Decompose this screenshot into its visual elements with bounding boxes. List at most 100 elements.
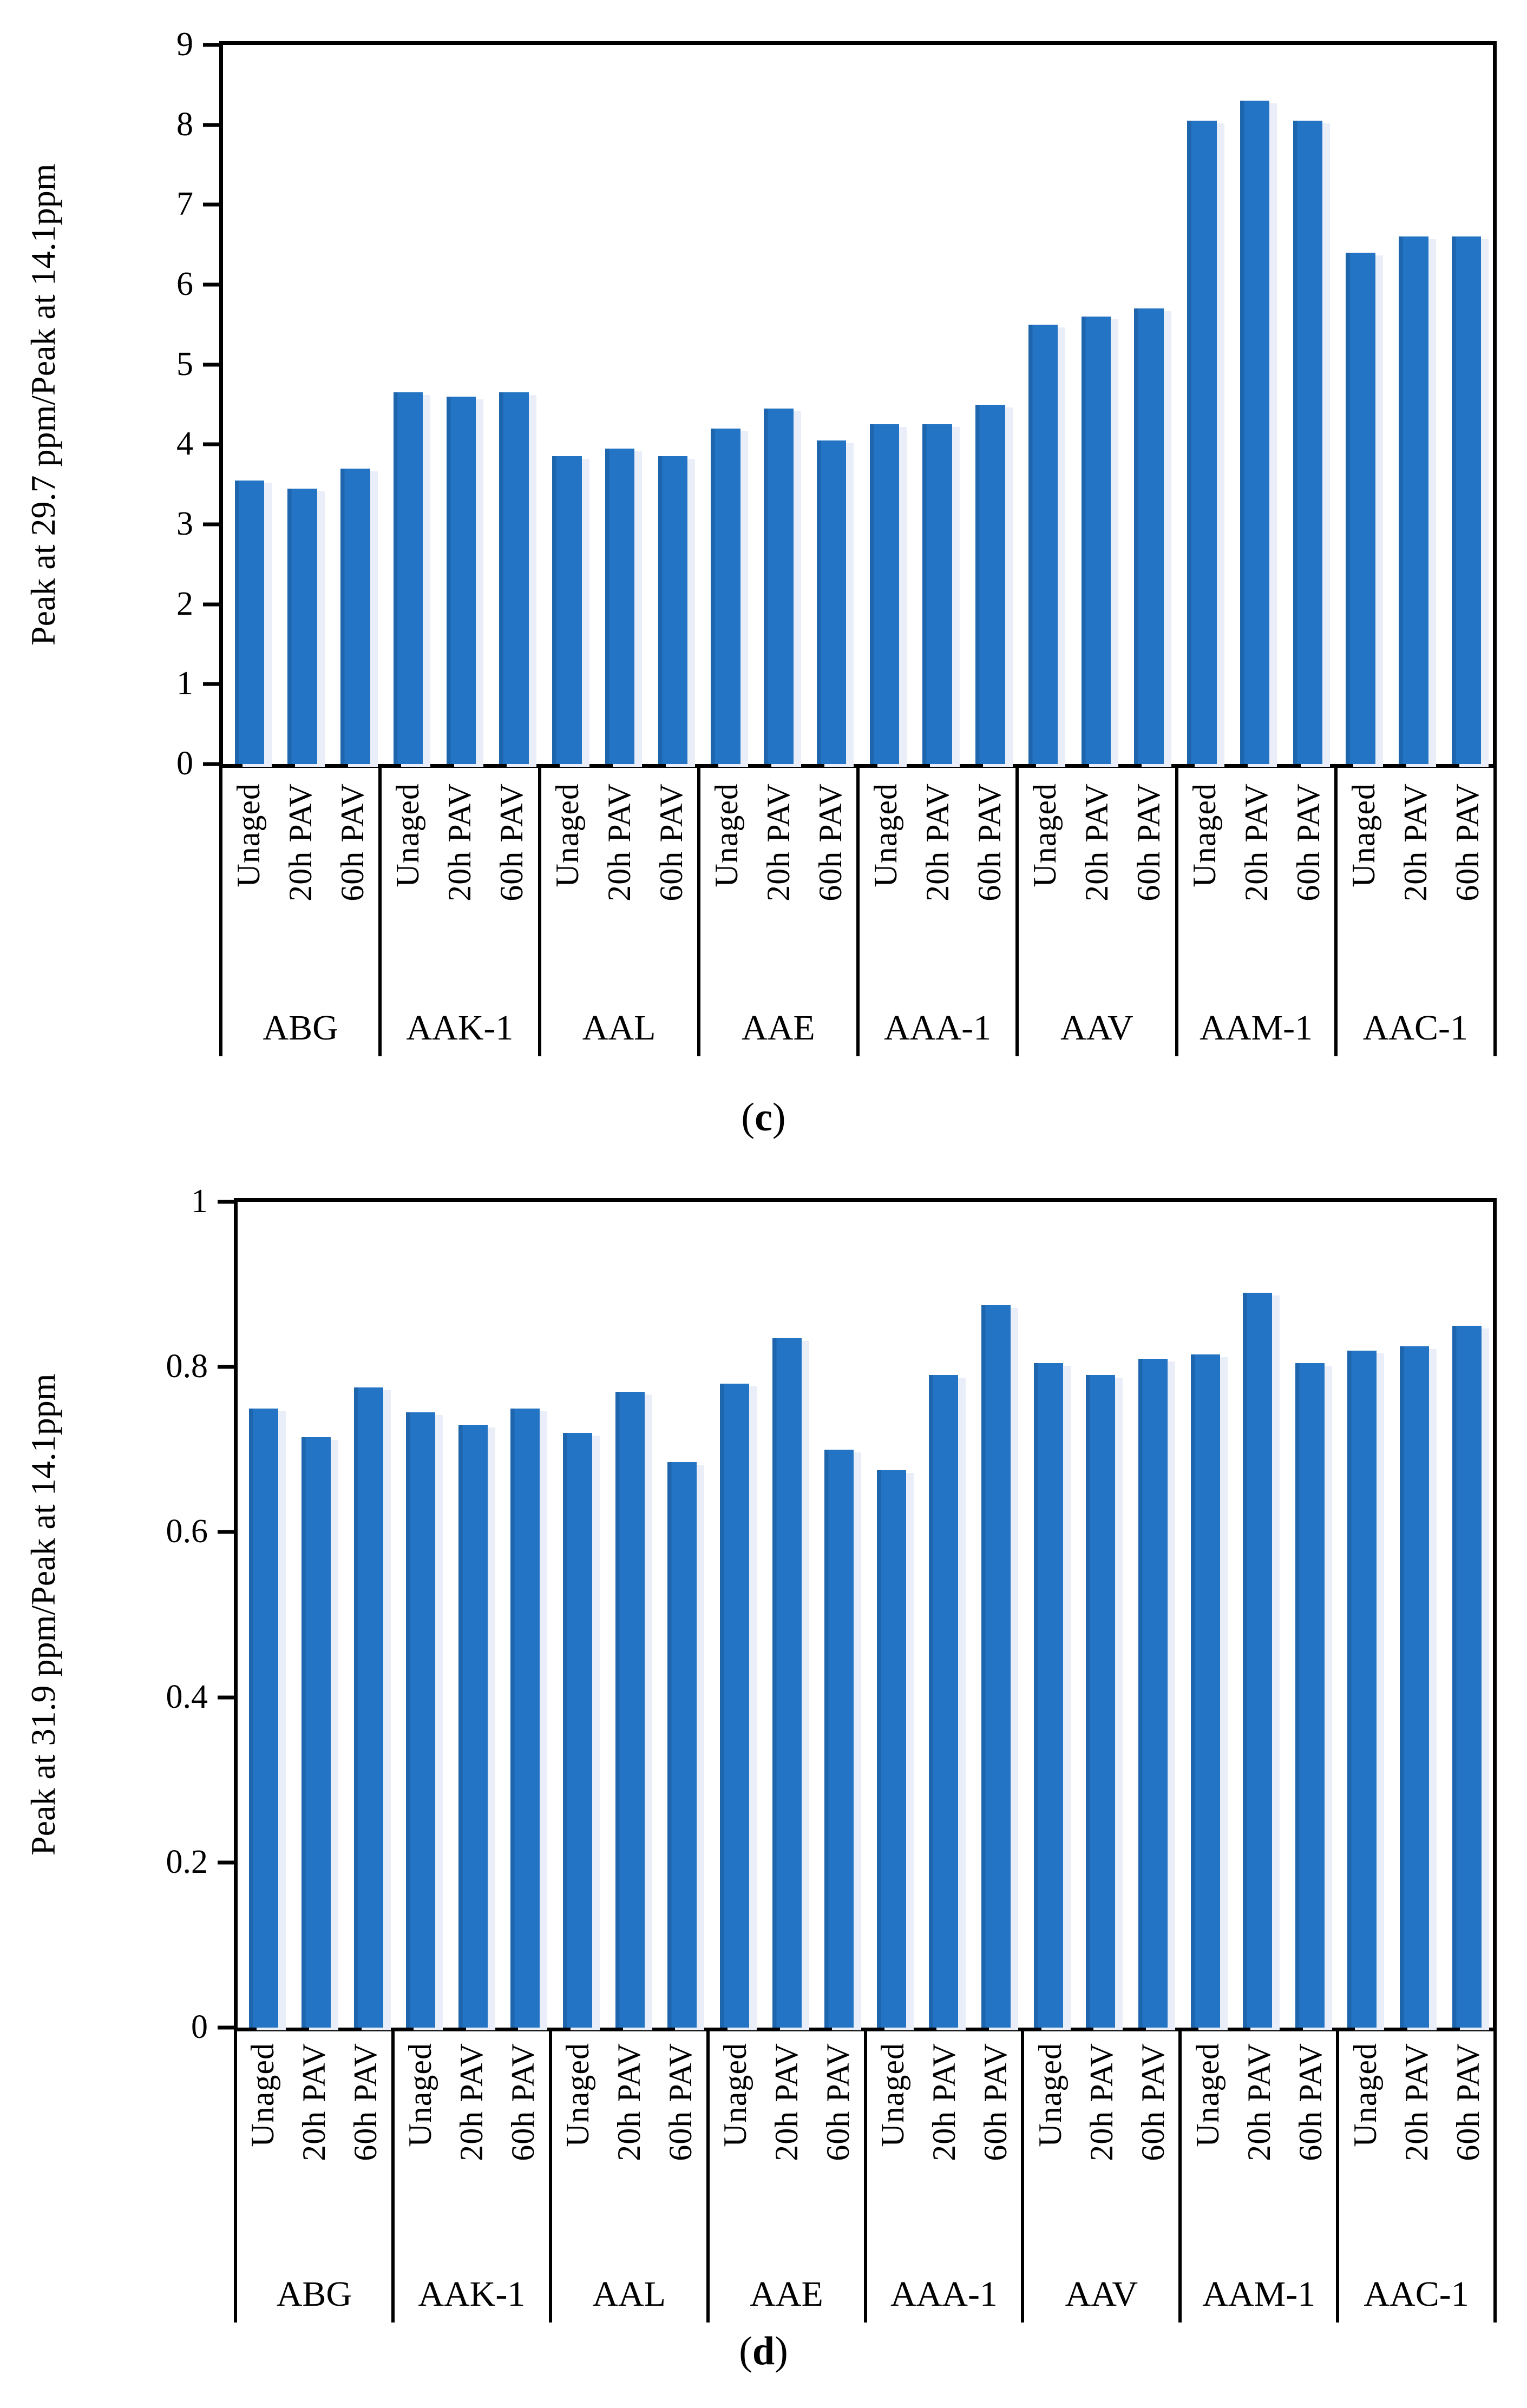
aging-label: 20h PAV bbox=[611, 2043, 647, 2161]
bar-group-aae bbox=[709, 1202, 866, 2028]
bar-aac-1-60h-pav bbox=[1451, 236, 1482, 764]
aging-labels-row: Unaged 20h PAV 60h PAV bbox=[860, 768, 1015, 999]
bar-slot bbox=[752, 45, 805, 764]
bar-slot bbox=[1440, 45, 1493, 764]
aging-label: Unaged bbox=[390, 783, 426, 887]
bar-group-aak-1 bbox=[382, 45, 540, 764]
aging-label: 60h PAV bbox=[812, 783, 848, 902]
y-axis-tick bbox=[203, 442, 219, 446]
aging-label: Unaged bbox=[231, 783, 267, 887]
bar-aav-60h-pav bbox=[1134, 308, 1164, 764]
aging-label: 60h PAV bbox=[1292, 2043, 1328, 2161]
bar-aav-60h-pav bbox=[1138, 1358, 1168, 2028]
bar-slot bbox=[709, 1202, 761, 2028]
y-axis-tick bbox=[218, 1200, 234, 1204]
aging-labels-row: Unaged 20h PAV 60h PAV bbox=[237, 2028, 391, 2266]
aging-label: Unaged bbox=[549, 783, 585, 887]
x-group-cell-aam-1: Unaged 20h PAV 60h PAV AAM-1 bbox=[1175, 768, 1334, 1056]
aging-labels-row: Unaged 20h PAV 60h PAV bbox=[1339, 2028, 1493, 2266]
x-group-cell-aae: Unaged 20h PAV 60h PAV AAE bbox=[706, 2028, 864, 2323]
bar-aam-1-unaged bbox=[1190, 1354, 1220, 2028]
aging-label: 60h PAV bbox=[335, 783, 371, 902]
aging-label: 20h PAV bbox=[1238, 783, 1274, 902]
group-name-label: AAM-1 bbox=[1200, 1008, 1313, 1048]
aging-label: 20h PAV bbox=[926, 2043, 962, 2161]
bar-aac-1-unaged bbox=[1346, 252, 1375, 764]
aging-label: 20h PAV bbox=[920, 783, 956, 902]
bar-slot bbox=[1440, 1202, 1493, 2028]
aging-label: 60h PAV bbox=[972, 783, 1008, 902]
bar-slot bbox=[342, 1202, 395, 2028]
y-axis-tick-label: 0 bbox=[176, 745, 193, 782]
bar-slot bbox=[238, 1202, 290, 2028]
group-name-label: AAL bbox=[582, 1008, 656, 1048]
bar-slot bbox=[1127, 1202, 1179, 2028]
bar-slot bbox=[447, 1202, 500, 2028]
plot-area: 9 8 7 6 5 4 3 2 1 0 bbox=[176, 28, 1497, 780]
bar-abg-20h-pav bbox=[287, 488, 317, 764]
bar-aae-60h-pav bbox=[824, 1449, 854, 2028]
aging-label: 20h PAV bbox=[769, 2043, 805, 2161]
y-axis-tick-label: 1 bbox=[191, 1182, 208, 1220]
x-group-cell-aaa-1: Unaged 20h PAV 60h PAV AAA-1 bbox=[863, 2028, 1021, 2323]
aging-label: 60h PAV bbox=[1290, 783, 1326, 902]
bar-slot bbox=[1334, 45, 1387, 764]
y-axis-tick bbox=[203, 682, 219, 686]
bar-slot bbox=[541, 45, 594, 764]
bar-slot bbox=[1231, 1202, 1284, 2028]
bar-aaa-1-20h-pav bbox=[922, 424, 952, 764]
bar-slot bbox=[911, 45, 964, 764]
bar-aae-20h-pav bbox=[764, 408, 794, 764]
caption-close-paren: ) bbox=[775, 2329, 788, 2373]
aging-label: Unaged bbox=[560, 2043, 596, 2147]
y-axis-title: Peak at 31.9 ppm/Peak at 14.1ppm bbox=[24, 1373, 62, 1856]
caption-open-paren: ( bbox=[739, 2329, 752, 2373]
y-axis-tick-label: 0 bbox=[191, 2008, 208, 2045]
y-axis-tick bbox=[203, 123, 219, 127]
bar-slot bbox=[1336, 1202, 1388, 2028]
panel-caption: (c) bbox=[0, 1097, 1527, 1137]
bar-group-aac-1 bbox=[1334, 45, 1493, 764]
group-name-label: AAE bbox=[750, 2274, 823, 2314]
bar-aac-1-20h-pav bbox=[1400, 1346, 1430, 2028]
bar-slot bbox=[970, 1202, 1023, 2028]
aging-label: Unaged bbox=[402, 2043, 438, 2147]
bar-slot bbox=[1228, 45, 1281, 764]
bar-slot bbox=[1070, 45, 1123, 764]
bar-slot bbox=[290, 1202, 343, 2028]
group-name-label: AAC-1 bbox=[1362, 1008, 1469, 1048]
aging-labels-row: Unaged 20h PAV 60h PAV bbox=[700, 768, 856, 999]
bar-aam-1-20h-pav bbox=[1240, 101, 1270, 764]
bar-slot bbox=[699, 45, 752, 764]
bar-slot bbox=[858, 45, 911, 764]
bar-aak-1-60h-pav bbox=[499, 392, 529, 764]
bar-aav-unaged bbox=[1028, 324, 1058, 764]
bar-aae-60h-pav bbox=[816, 440, 847, 764]
bar-group-aae bbox=[699, 45, 858, 764]
aging-label: Unaged bbox=[874, 2043, 910, 2147]
bar-group-aav bbox=[1022, 1202, 1179, 2028]
aging-label: 60h PAV bbox=[1449, 783, 1485, 902]
bar-aae-unaged bbox=[711, 428, 740, 764]
bar-slot bbox=[813, 1202, 866, 2028]
group-name-label: AAA-1 bbox=[884, 1008, 992, 1048]
group-name-label: ABG bbox=[263, 1008, 338, 1048]
bar-abg-unaged bbox=[234, 480, 265, 764]
y-axis-tick-label: 3 bbox=[176, 505, 193, 542]
bar-aaa-1-unaged bbox=[876, 1470, 906, 2028]
plot-area: 1 0.8 0.6 0.4 0.2 0 bbox=[166, 1185, 1497, 2044]
bar-aak-1-20h-pav bbox=[446, 396, 476, 764]
bar-group-aam-1 bbox=[1176, 45, 1334, 764]
y-axis-tick-label: 4 bbox=[176, 425, 193, 463]
aging-label: Unaged bbox=[1186, 783, 1222, 887]
bar-group-aav bbox=[1017, 45, 1175, 764]
aging-label: Unaged bbox=[1032, 2043, 1068, 2147]
y-axis-tick bbox=[203, 43, 219, 47]
bar-aae-20h-pav bbox=[772, 1338, 802, 2028]
aging-label: Unaged bbox=[708, 783, 744, 887]
bar-aal-20h-pav bbox=[615, 1391, 645, 2028]
bar-slot bbox=[1017, 45, 1070, 764]
group-name-label: ABG bbox=[276, 2274, 352, 2314]
bar-aac-1-60h-pav bbox=[1452, 1325, 1482, 2028]
bar-slot bbox=[761, 1202, 813, 2028]
